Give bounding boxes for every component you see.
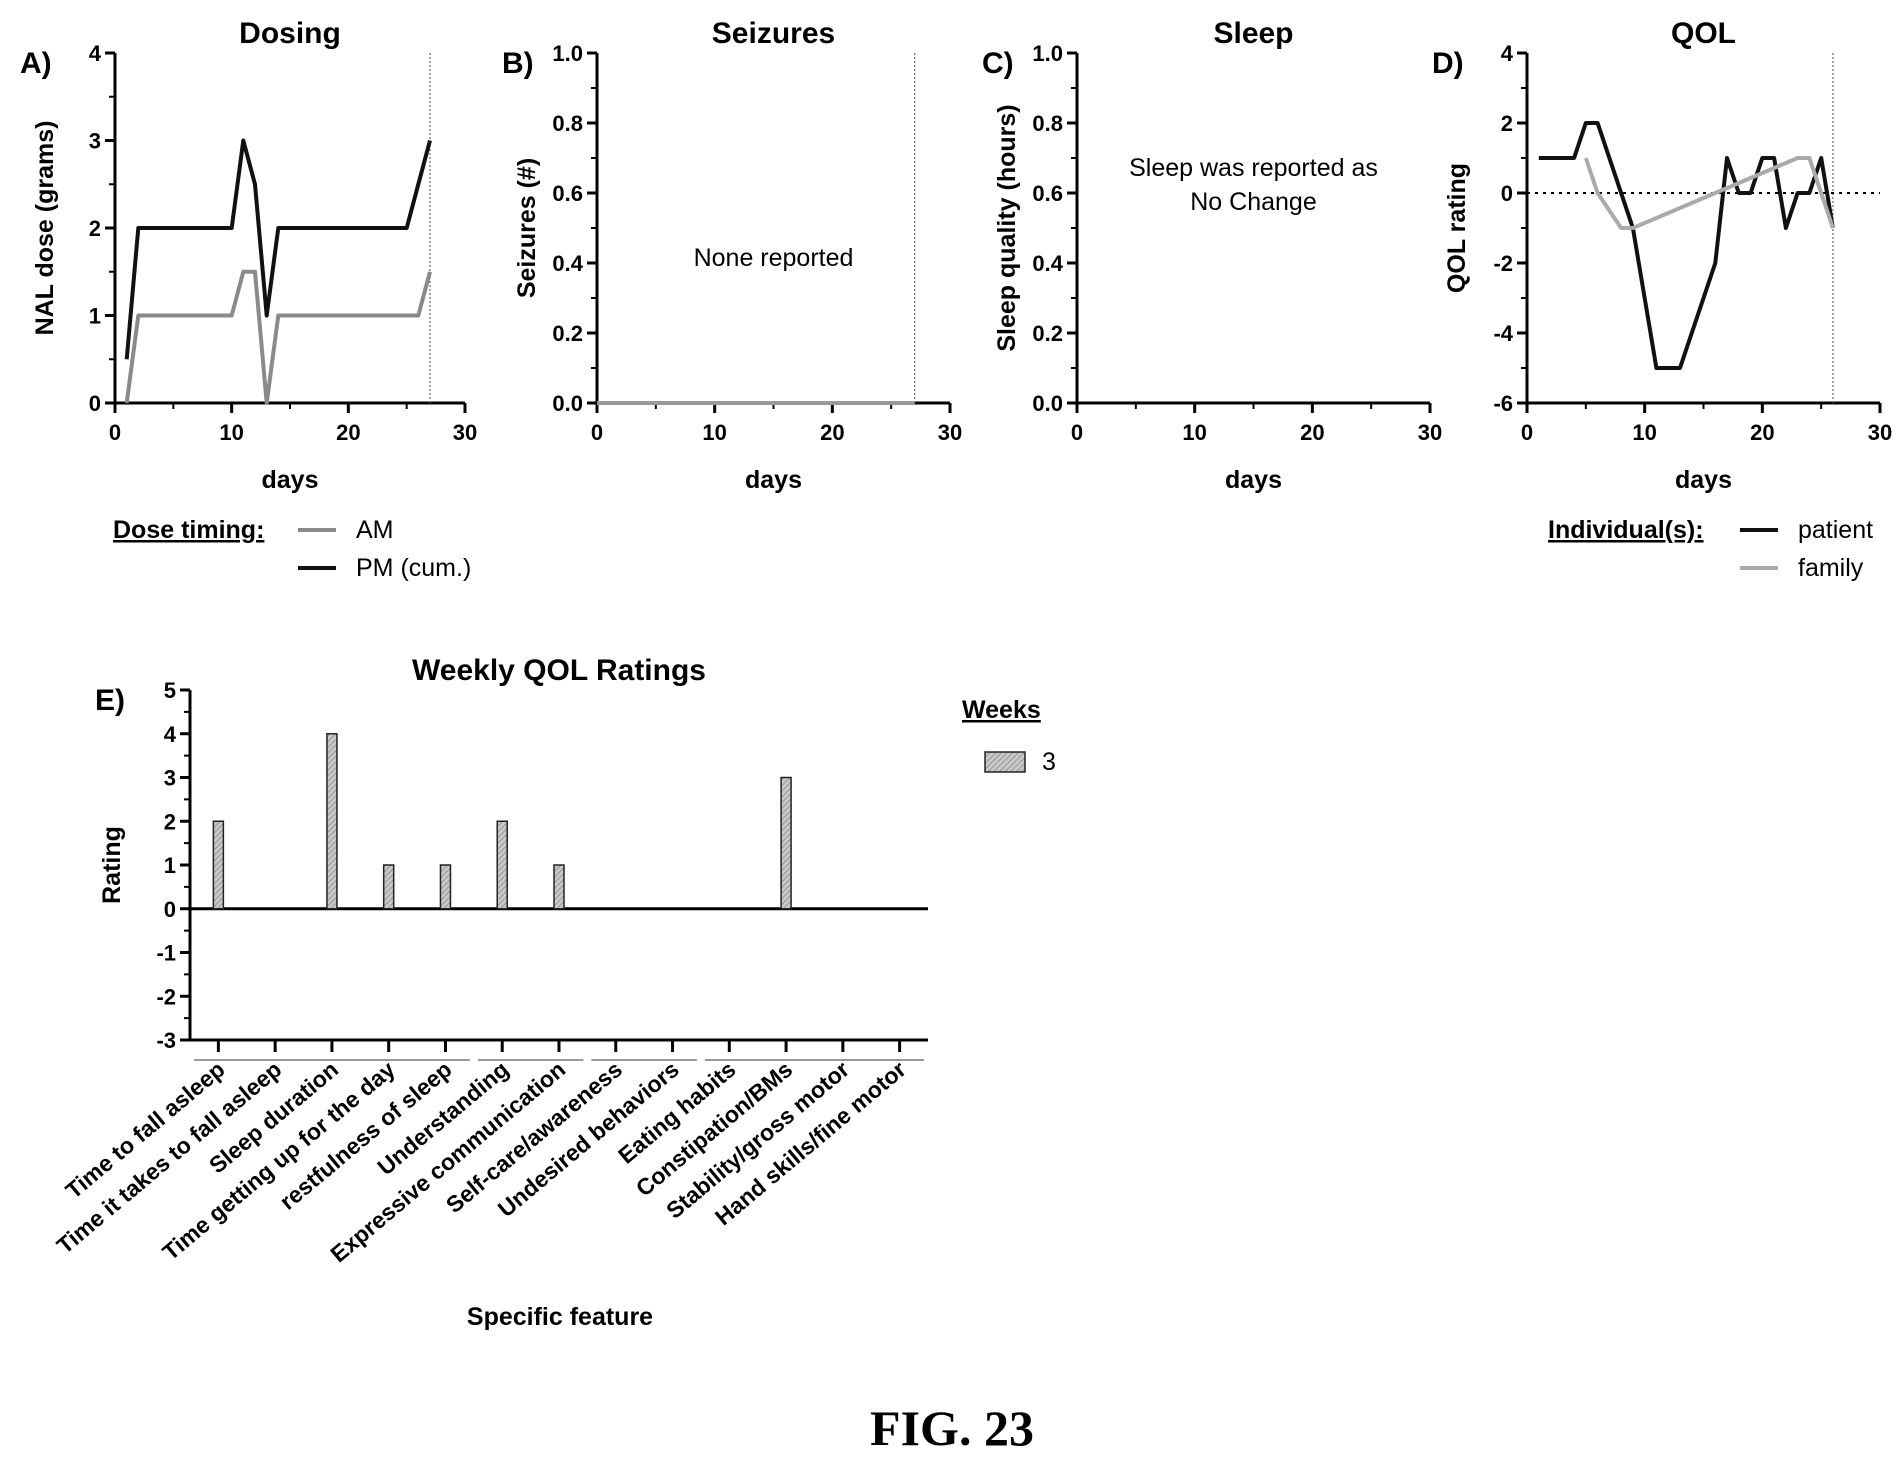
y-axis-label: Rating bbox=[98, 826, 126, 904]
legend-title: Dose timing: bbox=[113, 516, 264, 544]
y-tick-label: 0 bbox=[1501, 181, 1513, 206]
y-tick-label: 2 bbox=[164, 809, 176, 834]
panel-label: E) bbox=[95, 684, 125, 717]
x-tick-label: 0 bbox=[1071, 420, 1083, 445]
x-axis-label: days bbox=[1225, 466, 1282, 494]
panel-0: 0 1 2 3 4 Dosing A) NAL dose (grams) 0 10 20 30 days… bbox=[20, 17, 477, 582]
x-tick-label: 30 bbox=[1868, 420, 1892, 445]
x-tick-label: 30 bbox=[1418, 420, 1442, 445]
y-tick-label: 2 bbox=[89, 216, 101, 241]
panel-2: 0.0 0.2 0.4 0.6 0.8 1.0 Sleep C) Sleep quality (… bbox=[982, 17, 1442, 494]
bar bbox=[439, 864, 452, 910]
legend-label: PM (cum.) bbox=[356, 554, 471, 582]
legend-label: 3 bbox=[1042, 748, 1056, 776]
annotation-line: Sleep was reported as bbox=[1129, 154, 1378, 182]
panel-label: B) bbox=[502, 47, 534, 80]
y-tick-label: 4 bbox=[89, 41, 102, 66]
x-axis-label: Specific feature bbox=[467, 1303, 653, 1331]
x-tick-label: 10 bbox=[702, 420, 726, 445]
x-tick-label: 30 bbox=[938, 420, 962, 445]
y-tick-label: 0.8 bbox=[1032, 111, 1063, 136]
y-tick-label: 2 bbox=[1501, 111, 1513, 136]
x-tick-label: 20 bbox=[1300, 420, 1324, 445]
legend-label: patient bbox=[1798, 516, 1873, 544]
y-tick-label: 1.0 bbox=[1032, 41, 1063, 66]
y-tick-label: 1 bbox=[164, 853, 176, 878]
legend-title: Individual(s): bbox=[1548, 516, 1704, 544]
x-tick-label: 0 bbox=[109, 420, 121, 445]
y-tick-label: -2 bbox=[1493, 251, 1513, 276]
x-tick-label: 10 bbox=[219, 420, 243, 445]
x-axis-label: days bbox=[745, 466, 802, 494]
y-tick-label: 0.6 bbox=[1032, 181, 1063, 206]
y-tick-label: 0.0 bbox=[1032, 391, 1063, 416]
x-axis-label: days bbox=[1675, 466, 1732, 494]
y-axis-label: Sleep quality (hours) bbox=[993, 104, 1021, 351]
y-tick-label: 0.6 bbox=[552, 181, 583, 206]
y-tick-label: 0 bbox=[164, 897, 176, 922]
annotation-line: No Change bbox=[1190, 188, 1316, 216]
y-tick-label: 3 bbox=[89, 129, 101, 154]
y-axis-label: Seizures (#) bbox=[513, 158, 541, 298]
x-axis-label: days bbox=[262, 466, 319, 494]
x-tick-label: 10 bbox=[1632, 420, 1656, 445]
legend-label: AM bbox=[356, 516, 394, 544]
y-tick-label: 0.8 bbox=[552, 111, 583, 136]
y-tick-label: 0.2 bbox=[552, 321, 583, 346]
y-axis-label: QOL rating bbox=[1443, 163, 1471, 293]
series-line-pm-cum- bbox=[124, 138, 432, 360]
bar bbox=[382, 864, 395, 910]
series-line-family bbox=[1583, 156, 1835, 230]
x-tick-label: 20 bbox=[1750, 420, 1774, 445]
bar bbox=[553, 864, 565, 910]
bar bbox=[780, 776, 792, 910]
bar bbox=[496, 820, 508, 910]
y-tick-label: -3 bbox=[156, 1028, 176, 1053]
x-tick-label: 10 bbox=[1182, 420, 1206, 445]
y-axis-label: NAL dose (grams) bbox=[31, 121, 59, 336]
y-tick-label: 5 bbox=[164, 678, 176, 703]
x-tick-label: 0 bbox=[591, 420, 603, 445]
series-line-am bbox=[124, 269, 432, 405]
x-tick-label: 30 bbox=[453, 420, 477, 445]
chart-title: Weekly QOL Ratings bbox=[412, 654, 706, 687]
y-tick-label: 0.0 bbox=[552, 391, 583, 416]
category-label: Time it takes to fall asleep bbox=[52, 1056, 287, 1259]
y-tick-label: 0 bbox=[89, 391, 101, 416]
chart-title: Sleep bbox=[1213, 17, 1293, 50]
y-tick-label: 3 bbox=[164, 766, 176, 791]
panel-label: C) bbox=[982, 47, 1014, 80]
bar bbox=[326, 733, 338, 910]
figure-caption: FIG. 23 bbox=[870, 1400, 1034, 1456]
legend-title: Weeks bbox=[962, 696, 1041, 724]
panel-1: 0.0 0.2 0.4 0.6 0.8 1.0 Seizures B) Seizures (#)… bbox=[502, 17, 962, 494]
y-tick-label: 1.0 bbox=[552, 41, 583, 66]
chart-title: Dosing bbox=[239, 17, 341, 50]
x-tick-label: 20 bbox=[336, 420, 360, 445]
chart-title: Seizures bbox=[712, 17, 835, 50]
y-tick-label: 1 bbox=[89, 304, 101, 329]
x-tick-label: 0 bbox=[1521, 420, 1533, 445]
chart-title: QOL bbox=[1671, 17, 1736, 50]
y-tick-label: 0.4 bbox=[1032, 251, 1063, 276]
y-tick-label: 4 bbox=[1501, 41, 1514, 66]
legend-label: family bbox=[1798, 554, 1864, 582]
y-tick-label: -1 bbox=[156, 941, 176, 966]
panel-3: -6 -4 -2 0 2 4 QOL D) QOL rating 0 10 20 30 days Indiv… bbox=[1432, 17, 1892, 582]
panel-label: A) bbox=[20, 47, 52, 80]
panel-label: D) bbox=[1432, 47, 1464, 80]
bar bbox=[212, 820, 225, 910]
x-tick-label: 20 bbox=[820, 420, 844, 445]
y-tick-label: -2 bbox=[156, 984, 176, 1009]
y-tick-label: 0.2 bbox=[1032, 321, 1063, 346]
annotation: None reported bbox=[694, 244, 854, 272]
y-tick-label: 4 bbox=[164, 722, 177, 747]
y-tick-label: -6 bbox=[1493, 391, 1513, 416]
y-tick-label: 0.4 bbox=[552, 251, 583, 276]
y-tick-label: -4 bbox=[1493, 321, 1513, 346]
series-line-patient bbox=[1538, 121, 1835, 370]
legend-swatch bbox=[984, 751, 1026, 773]
panel-4: -3 -2 -1 0 1 2 3 4 5 Weekly QOL Ratings E) Rating Ti… bbox=[52, 654, 1056, 1331]
